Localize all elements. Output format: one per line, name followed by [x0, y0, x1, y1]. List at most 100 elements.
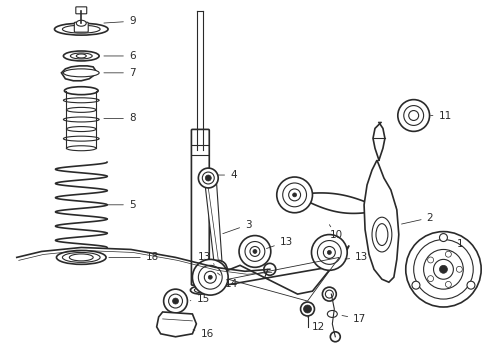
Circle shape: [208, 275, 212, 279]
Circle shape: [164, 289, 188, 313]
FancyBboxPatch shape: [192, 129, 209, 285]
Ellipse shape: [376, 224, 388, 246]
Text: 10: 10: [329, 225, 343, 239]
Ellipse shape: [71, 53, 92, 59]
Ellipse shape: [62, 252, 100, 262]
Circle shape: [406, 231, 481, 307]
Text: 17: 17: [342, 314, 367, 324]
Circle shape: [327, 251, 331, 255]
Text: 8: 8: [104, 113, 136, 123]
FancyBboxPatch shape: [74, 22, 88, 32]
FancyBboxPatch shape: [76, 7, 87, 14]
Circle shape: [205, 175, 211, 181]
Ellipse shape: [70, 254, 93, 261]
Text: 6: 6: [104, 51, 136, 61]
Text: 13: 13: [197, 252, 214, 264]
Ellipse shape: [412, 281, 420, 289]
Circle shape: [253, 249, 257, 253]
Circle shape: [428, 257, 434, 263]
Ellipse shape: [66, 127, 96, 131]
Circle shape: [322, 287, 336, 301]
Circle shape: [325, 290, 333, 298]
Text: 13: 13: [345, 252, 368, 262]
Circle shape: [202, 172, 214, 184]
Circle shape: [424, 249, 464, 289]
Text: 18: 18: [109, 252, 159, 262]
Text: 2: 2: [401, 213, 433, 224]
Circle shape: [434, 260, 453, 279]
Circle shape: [169, 294, 182, 308]
Circle shape: [456, 266, 462, 272]
Text: 1: 1: [451, 239, 463, 251]
Ellipse shape: [66, 88, 96, 93]
Ellipse shape: [56, 251, 106, 264]
Ellipse shape: [62, 25, 100, 33]
Polygon shape: [210, 246, 349, 294]
Text: 9: 9: [104, 16, 136, 26]
Circle shape: [209, 260, 227, 278]
Ellipse shape: [467, 281, 475, 289]
Circle shape: [283, 183, 307, 207]
Circle shape: [264, 264, 276, 275]
Circle shape: [323, 247, 335, 258]
Ellipse shape: [66, 146, 96, 151]
Circle shape: [198, 168, 218, 188]
Circle shape: [239, 235, 271, 267]
Circle shape: [398, 100, 430, 131]
Text: 11: 11: [431, 111, 452, 121]
Ellipse shape: [63, 51, 99, 61]
Polygon shape: [200, 178, 222, 264]
Ellipse shape: [66, 107, 96, 112]
Text: 13: 13: [267, 237, 293, 248]
Ellipse shape: [63, 136, 99, 141]
Text: 15: 15: [190, 294, 210, 304]
Circle shape: [372, 198, 396, 222]
Circle shape: [414, 239, 473, 299]
Circle shape: [193, 260, 228, 295]
Ellipse shape: [64, 87, 98, 95]
Text: 12: 12: [308, 317, 325, 332]
Circle shape: [440, 265, 447, 273]
Text: 16: 16: [193, 329, 214, 339]
Circle shape: [250, 247, 260, 256]
Circle shape: [172, 298, 178, 304]
Text: 5: 5: [108, 200, 136, 210]
Circle shape: [277, 177, 313, 213]
Circle shape: [213, 264, 223, 274]
Ellipse shape: [76, 20, 86, 26]
Ellipse shape: [327, 310, 337, 318]
Ellipse shape: [195, 288, 206, 293]
Ellipse shape: [54, 23, 108, 35]
Ellipse shape: [191, 286, 210, 294]
Text: 4: 4: [218, 170, 237, 180]
Ellipse shape: [440, 234, 447, 242]
Ellipse shape: [63, 117, 99, 122]
Circle shape: [204, 271, 216, 283]
Ellipse shape: [63, 69, 99, 77]
Text: 3: 3: [223, 220, 252, 234]
Polygon shape: [61, 66, 97, 81]
Circle shape: [289, 189, 300, 201]
Text: 7: 7: [104, 68, 136, 78]
Circle shape: [381, 207, 387, 213]
Circle shape: [404, 105, 424, 125]
Circle shape: [445, 251, 451, 257]
Circle shape: [303, 305, 312, 313]
Polygon shape: [157, 312, 196, 337]
Circle shape: [377, 203, 391, 217]
Ellipse shape: [76, 54, 86, 58]
Circle shape: [300, 302, 315, 316]
Circle shape: [428, 276, 434, 282]
Circle shape: [245, 242, 265, 261]
Circle shape: [318, 240, 341, 264]
Circle shape: [216, 267, 220, 272]
Polygon shape: [294, 193, 384, 213]
Circle shape: [445, 282, 451, 287]
Circle shape: [312, 235, 347, 270]
Text: 14: 14: [218, 273, 239, 289]
Ellipse shape: [372, 217, 392, 252]
Circle shape: [293, 193, 296, 197]
Circle shape: [198, 265, 222, 289]
Ellipse shape: [63, 98, 99, 103]
Circle shape: [409, 111, 418, 121]
